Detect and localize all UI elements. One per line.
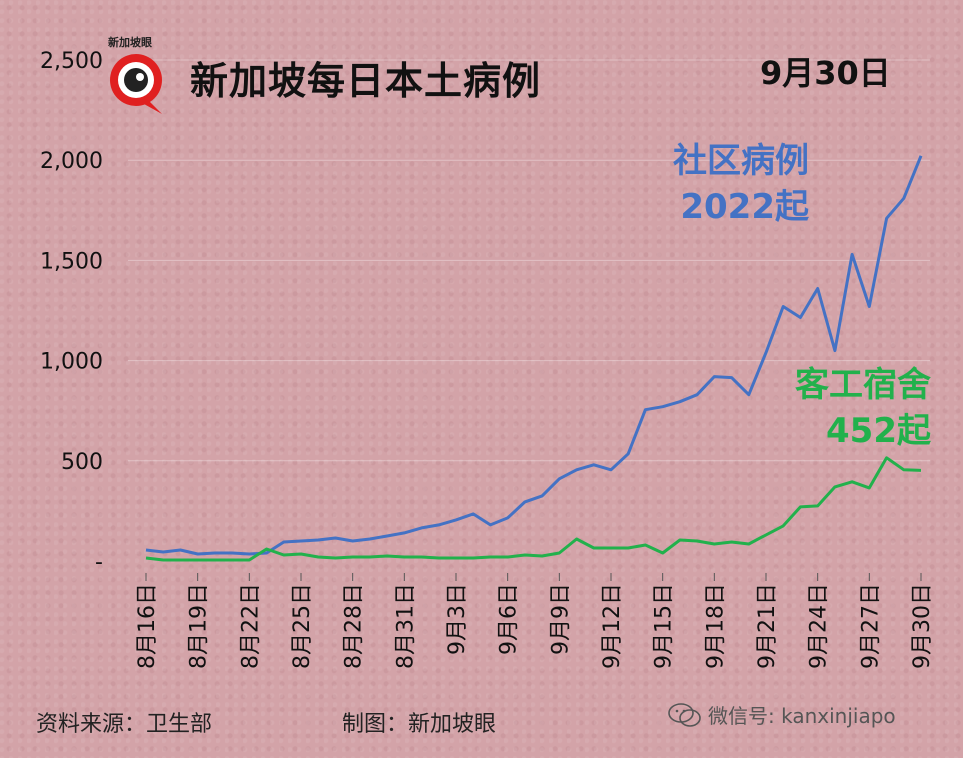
date-label: 9月30日 (760, 54, 891, 92)
y-tick-label: 500 (61, 450, 103, 475)
y-tick-label: 1,500 (40, 249, 103, 274)
dorm-label: 客工宿舍 452起 (795, 362, 931, 454)
x-tick-label: 8月31日 (393, 583, 418, 669)
x-tick-label: 9月9日 (548, 583, 573, 655)
dorm-series-line (145, 456, 922, 562)
x-tick-label: 8月25日 (290, 583, 315, 669)
wechat-text: 微信号: kanxinjiapo (708, 704, 896, 728)
chart-title: 新加坡每日本土病例 (190, 59, 542, 103)
community-label: 社区病例 2022起 (673, 138, 809, 230)
x-tick-label: 8月28日 (342, 583, 367, 669)
maker-text: 制图：新加坡眼 (342, 712, 497, 737)
x-axis-ticks: 8月16日 8月19日 8月22日 8月25日 8月28日 8月31日 9月3日 9月6日 9月… (135, 573, 935, 669)
wechat-icon (668, 702, 701, 727)
wechat-id: 微信号: kanxinjiapo (668, 700, 896, 729)
x-tick-label: 9月18日 (703, 583, 728, 669)
x-tick-label: 9月30日 (910, 583, 935, 669)
dorm-name: 客工宿舍 (795, 365, 931, 405)
dorm-value: 452起 (826, 411, 931, 451)
y-tick-label: 2,000 (40, 149, 103, 174)
community-name: 社区病例 (673, 141, 809, 181)
x-tick-label: 8月19日 (187, 583, 212, 669)
y-axis-ticks: - 500 1,000 1,500 2,000 2,500 (40, 49, 103, 575)
x-tick-label: 9月6日 (497, 583, 522, 655)
y-tick-label: 2,500 (40, 49, 103, 74)
community-series-line (145, 155, 923, 556)
x-tick-label: 9月3日 (445, 583, 470, 655)
x-tick-label: 9月27日 (858, 583, 883, 669)
x-tick-label: 9月21日 (755, 583, 780, 669)
source-text: 资料来源：卫生部 (36, 712, 213, 737)
y-tick-label: 1,000 (40, 350, 103, 375)
x-tick-label: 8月16日 (135, 583, 160, 669)
x-tick-label: 9月24日 (807, 583, 832, 669)
x-tick-label: 8月22日 (238, 583, 263, 669)
grid-lines (128, 59, 930, 462)
community-value: 2022起 (680, 187, 809, 227)
x-tick-label: 9月12日 (600, 583, 625, 669)
series-lines (145, 155, 923, 562)
logo-text: 新加坡眼 (108, 36, 152, 49)
logo-icon (104, 38, 174, 118)
y-tick-label: - (95, 550, 103, 575)
x-tick-label: 9月15日 (652, 583, 677, 669)
